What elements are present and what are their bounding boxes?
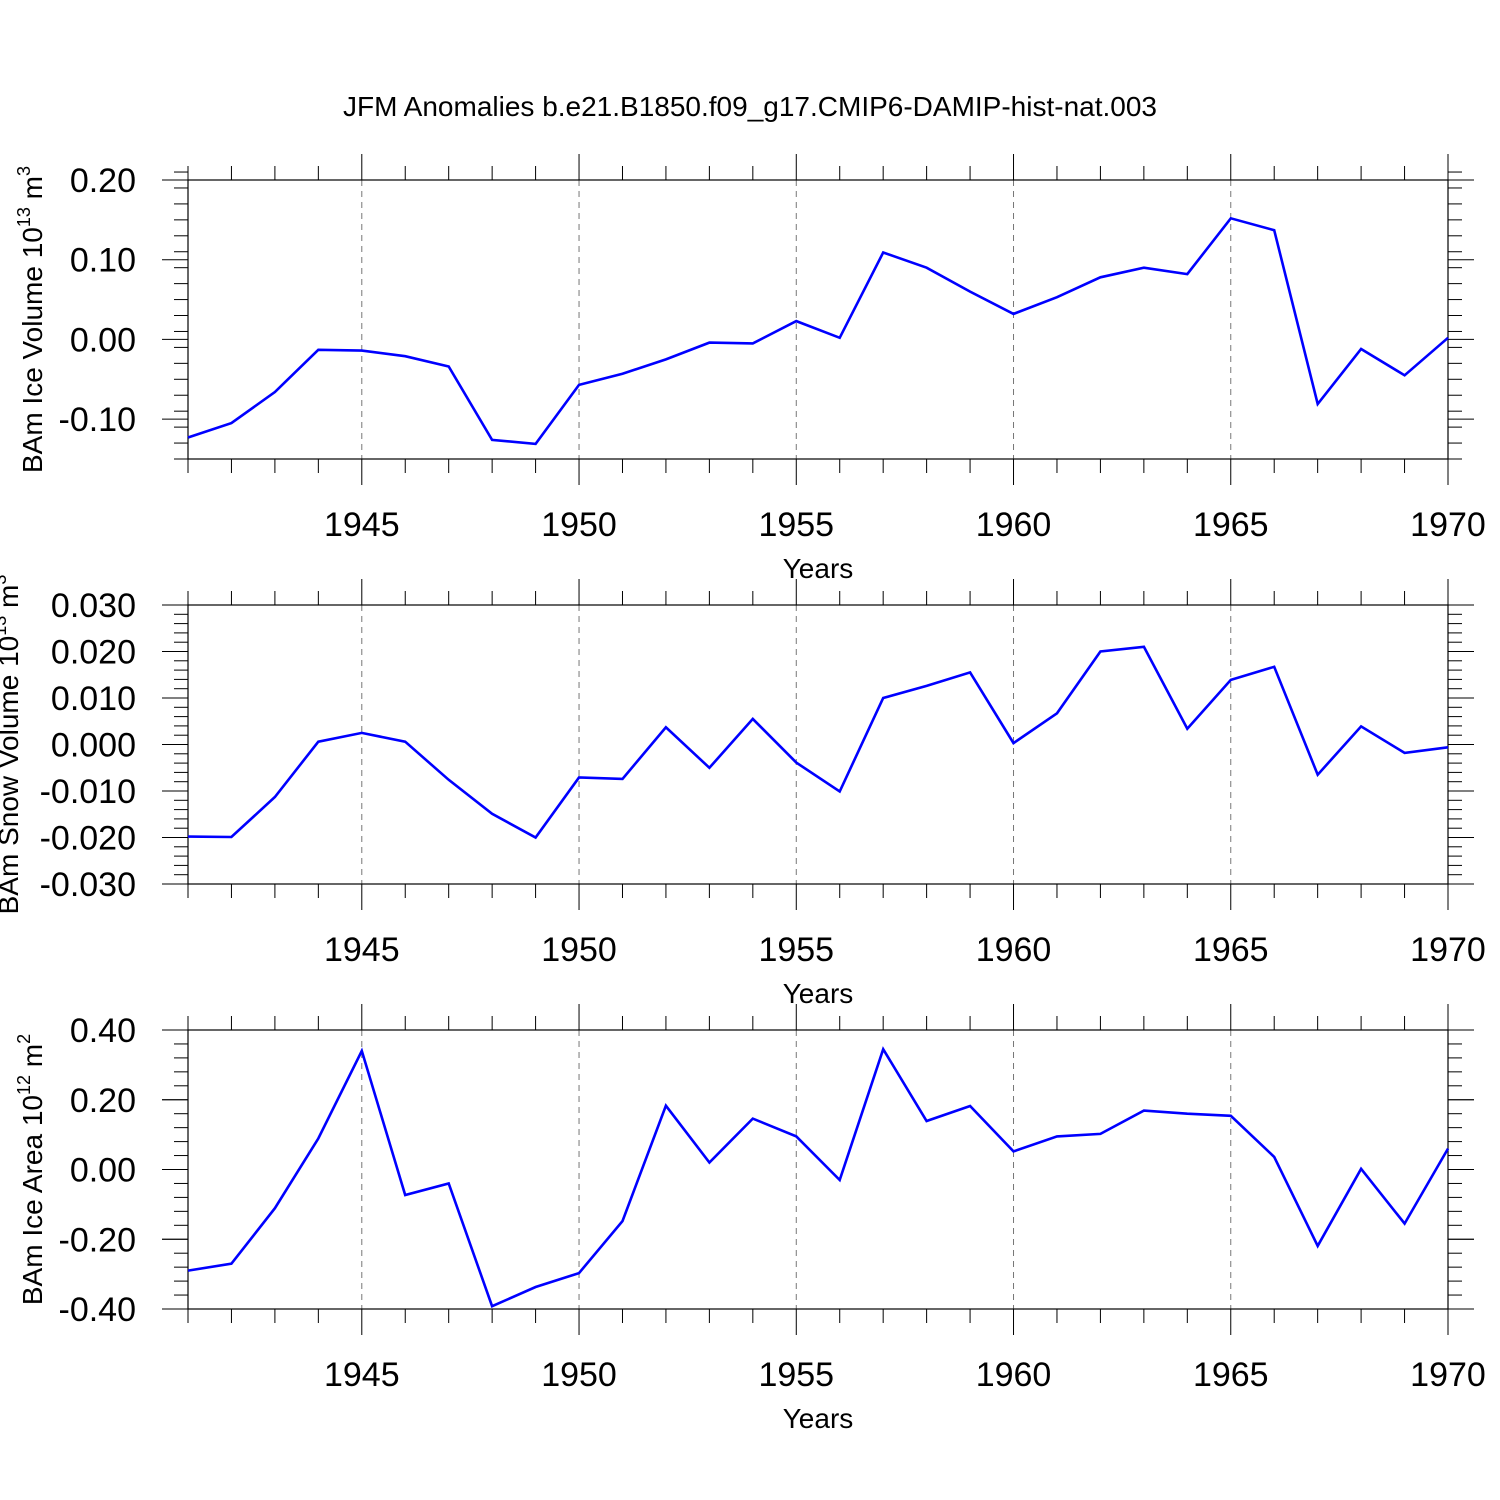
- y-tick-label: -0.10: [59, 401, 137, 439]
- y-tick-label: 0.00: [70, 321, 136, 359]
- plot-frame: [187, 179, 1449, 460]
- x-tick-label: 1960: [976, 931, 1052, 969]
- y-tick-label: -0.020: [40, 820, 136, 858]
- y-tick-label: -0.40: [59, 1291, 137, 1329]
- y-tick-label: -0.20: [59, 1221, 137, 1259]
- plot-frame: [187, 604, 1449, 885]
- y-tick-label: 0.10: [70, 242, 136, 280]
- y-tick-label: 0.010: [51, 680, 136, 718]
- series-line: [187, 216, 1449, 446]
- series-line: [187, 1046, 1450, 1308]
- y-tick-label: 0.20: [70, 162, 136, 200]
- x-tick-label: 1965: [1193, 931, 1269, 969]
- x-tick-label: 1960: [976, 506, 1052, 544]
- y-axis-title: BAm Ice Area 1012 m2: [14, 1034, 48, 1305]
- x-tick-label: 1945: [324, 1356, 400, 1394]
- x-axis-title: Years: [783, 1403, 854, 1434]
- panel-2: -0.030 -0.020 -0.010 0.000 0.010 0.020 0.030 19…: [0, 575, 1486, 1009]
- x-tick-label: 1970: [1410, 931, 1486, 969]
- chart-title: JFM Anomalies b.e21.B1850.f09_g17.CMIP6-…: [343, 91, 1157, 122]
- x-tick-label: 1955: [758, 1356, 834, 1394]
- x-tick-label: 1950: [541, 506, 617, 544]
- y-tick-label: -0.010: [40, 773, 136, 811]
- x-tick-label: 1965: [1193, 1356, 1269, 1394]
- x-tick-label: 1965: [1193, 506, 1269, 544]
- y-axis-title: BAm Ice Volume 1013 m3: [14, 166, 48, 473]
- y-axis-title: BAm Snow Volume 1013 m3: [0, 575, 24, 915]
- x-tick-label: 1955: [758, 506, 834, 544]
- panel-1: -0.10 0.00 0.10 0.20 1945 1950 1955 1960 1965 197…: [14, 154, 1486, 584]
- y-tick-label: 0.030: [51, 587, 136, 625]
- y-tick-label: 0.40: [70, 1012, 136, 1050]
- series-line: [187, 645, 1449, 840]
- panels: -0.10 0.00 0.10 0.20 1945 1950 1955 1960 1965 197…: [0, 154, 1486, 1434]
- x-axis-title: Years: [783, 978, 854, 1009]
- x-tick-label: 1945: [324, 506, 400, 544]
- y-tick-label: 0.20: [70, 1082, 136, 1120]
- plot-frame: [187, 1029, 1449, 1310]
- x-tick-label: 1950: [541, 931, 617, 969]
- x-axis-title: Years: [783, 553, 854, 584]
- x-tick-label: 1970: [1410, 506, 1486, 544]
- x-tick-label: 1960: [976, 1356, 1052, 1394]
- y-tick-label: 0.000: [51, 727, 136, 765]
- y-tick-label: -0.030: [40, 866, 136, 904]
- y-tick-label: 0.00: [70, 1152, 136, 1190]
- x-tick-label: 1970: [1410, 1356, 1486, 1394]
- x-tick-label: 1955: [758, 931, 834, 969]
- panel-3: -0.40 -0.20 0.00 0.20 0.40 1945 1950 1955 1960 19…: [14, 1004, 1486, 1434]
- x-tick-label: 1945: [324, 931, 400, 969]
- x-tick-label: 1950: [541, 1356, 617, 1394]
- y-tick-label: 0.020: [51, 634, 136, 672]
